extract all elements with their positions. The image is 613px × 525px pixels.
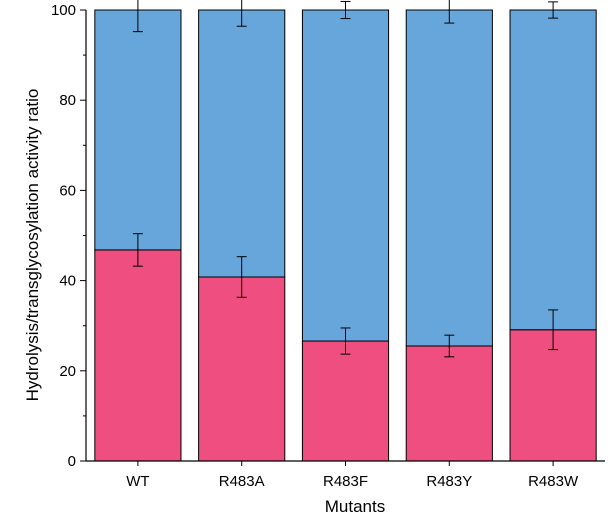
bar-upper-r483f	[301, 9, 390, 342]
error-bar-upper-r483w	[548, 1, 559, 19]
error-bar-lower-r483a	[236, 256, 247, 298]
error-bar-upper-wt	[132, 0, 143, 33]
error-bar-upper-r483a	[236, 0, 247, 27]
error-bar-lower-wt	[132, 233, 143, 267]
y-tick-label-100: 100	[51, 2, 76, 19]
bar-upper-r483w	[509, 9, 597, 331]
errorbars-layer	[132, 0, 559, 358]
error-bar-lower-r483f	[340, 327, 351, 355]
x-tick-label-r483w: R483W	[528, 473, 579, 490]
bar-lower-r483f	[301, 340, 390, 462]
error-bar-lower-r483y	[444, 334, 455, 358]
y-axis-title: Hydrolysis/transglycosylation activity r…	[23, 89, 42, 402]
x-tick-label-r483y: R483Y	[426, 473, 472, 490]
x-tick-label-r483a: R483A	[219, 473, 265, 490]
y-tick-label-0: 0	[68, 453, 76, 470]
y-tick-label-20: 20	[59, 363, 76, 380]
bar-lower-r483w	[509, 329, 597, 462]
x-tick-label-r483f: R483F	[323, 473, 368, 490]
bar-lower-r483a	[198, 276, 286, 462]
y-tick-label-40: 40	[59, 273, 76, 290]
bars-layer	[94, 9, 597, 462]
error-bar-upper-r483f	[340, 0, 351, 20]
bar-lower-r483y	[405, 345, 493, 462]
bar-lower-wt	[94, 249, 182, 462]
y-tick-label-80: 80	[59, 92, 76, 109]
error-bar-upper-r483y	[444, 0, 455, 24]
bar-upper-r483a	[198, 9, 286, 278]
axes-layer: WT R483A R483F R483Y R483W 0 20 40 60 80 100	[51, 2, 605, 490]
labels-layer: Mutants Hydrolysis/transglycosylation ac…	[23, 89, 385, 516]
bar-upper-r483y	[405, 9, 493, 347]
x-tick-label-wt: WT	[126, 473, 149, 490]
x-axis-title: Mutants	[325, 497, 385, 516]
bar-upper-wt	[94, 9, 182, 251]
y-tick-label-60: 60	[59, 182, 76, 199]
error-bar-lower-r483w	[548, 309, 559, 351]
